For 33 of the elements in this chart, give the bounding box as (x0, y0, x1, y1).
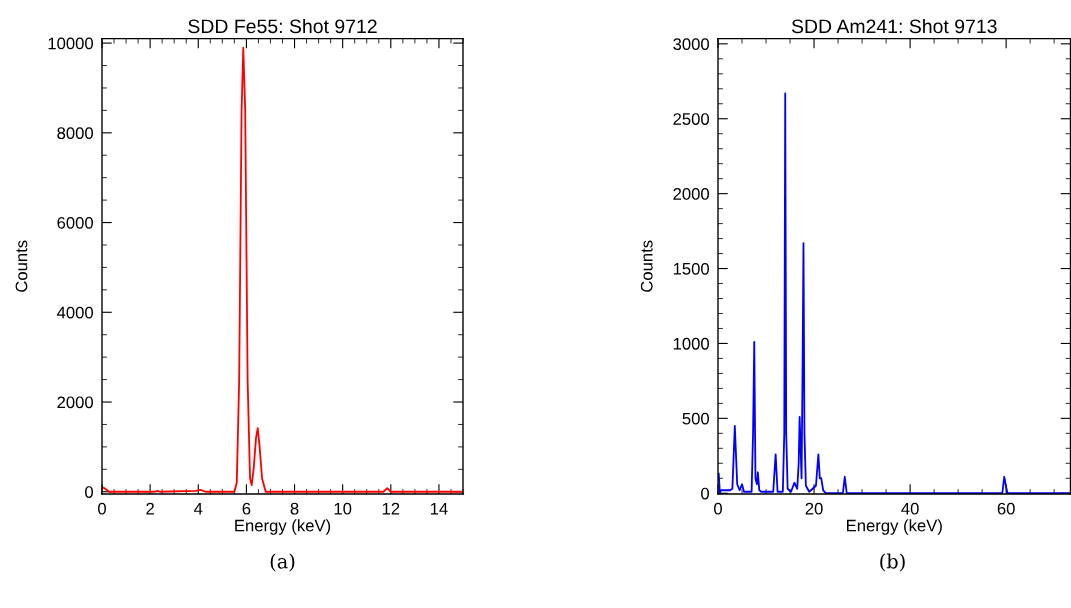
x-tick-label: 20 (805, 502, 823, 515)
y-tick-label: 500 (682, 412, 710, 425)
x-tick-label: 60 (997, 502, 1015, 515)
y-tick-label: 2000 (673, 188, 710, 200)
y-axis-title: Counts (15, 240, 28, 292)
text: (a) (270, 553, 295, 572)
x-axis-title: Energy (keV) (846, 519, 942, 535)
chart-title: SDD Am241: Shot 9713 (791, 18, 997, 34)
x-tick-label: 0 (98, 502, 106, 515)
y-tick-label: 3000 (673, 38, 710, 51)
text: (b) (880, 553, 905, 572)
x-axis-title: Energy (keV) (235, 519, 331, 535)
x-tick-label: 40 (901, 502, 919, 515)
x-tick-label: 6 (242, 502, 251, 515)
y-tick-label: 6000 (57, 216, 94, 229)
y-tick-label: 4000 (56, 306, 94, 319)
y-tick-label: 10000 (48, 37, 94, 50)
y-tick-label: 1500 (673, 262, 710, 275)
x-tick-label: 12 (382, 502, 400, 515)
y-tick-label: 1000 (673, 337, 710, 350)
chart-title: SDD Fe55: Shot 9712 (188, 18, 377, 34)
y-tick-label: 2500 (673, 113, 710, 125)
x-tick-label: 2 (146, 502, 154, 515)
y-tick-label: 2000 (57, 396, 94, 409)
x-tick-label: 8 (290, 502, 299, 515)
x-tick-label: 4 (194, 502, 203, 515)
y-tick-label: 8000 (57, 127, 94, 140)
y-tick-label: 0 (701, 487, 710, 500)
x-tick-label: 14 (430, 502, 448, 515)
x-tick-label: 10 (334, 502, 352, 515)
y-tick-label: 0 (85, 486, 94, 498)
y-axis-title: Counts (640, 240, 653, 292)
x-tick-label: 0 (714, 502, 722, 515)
